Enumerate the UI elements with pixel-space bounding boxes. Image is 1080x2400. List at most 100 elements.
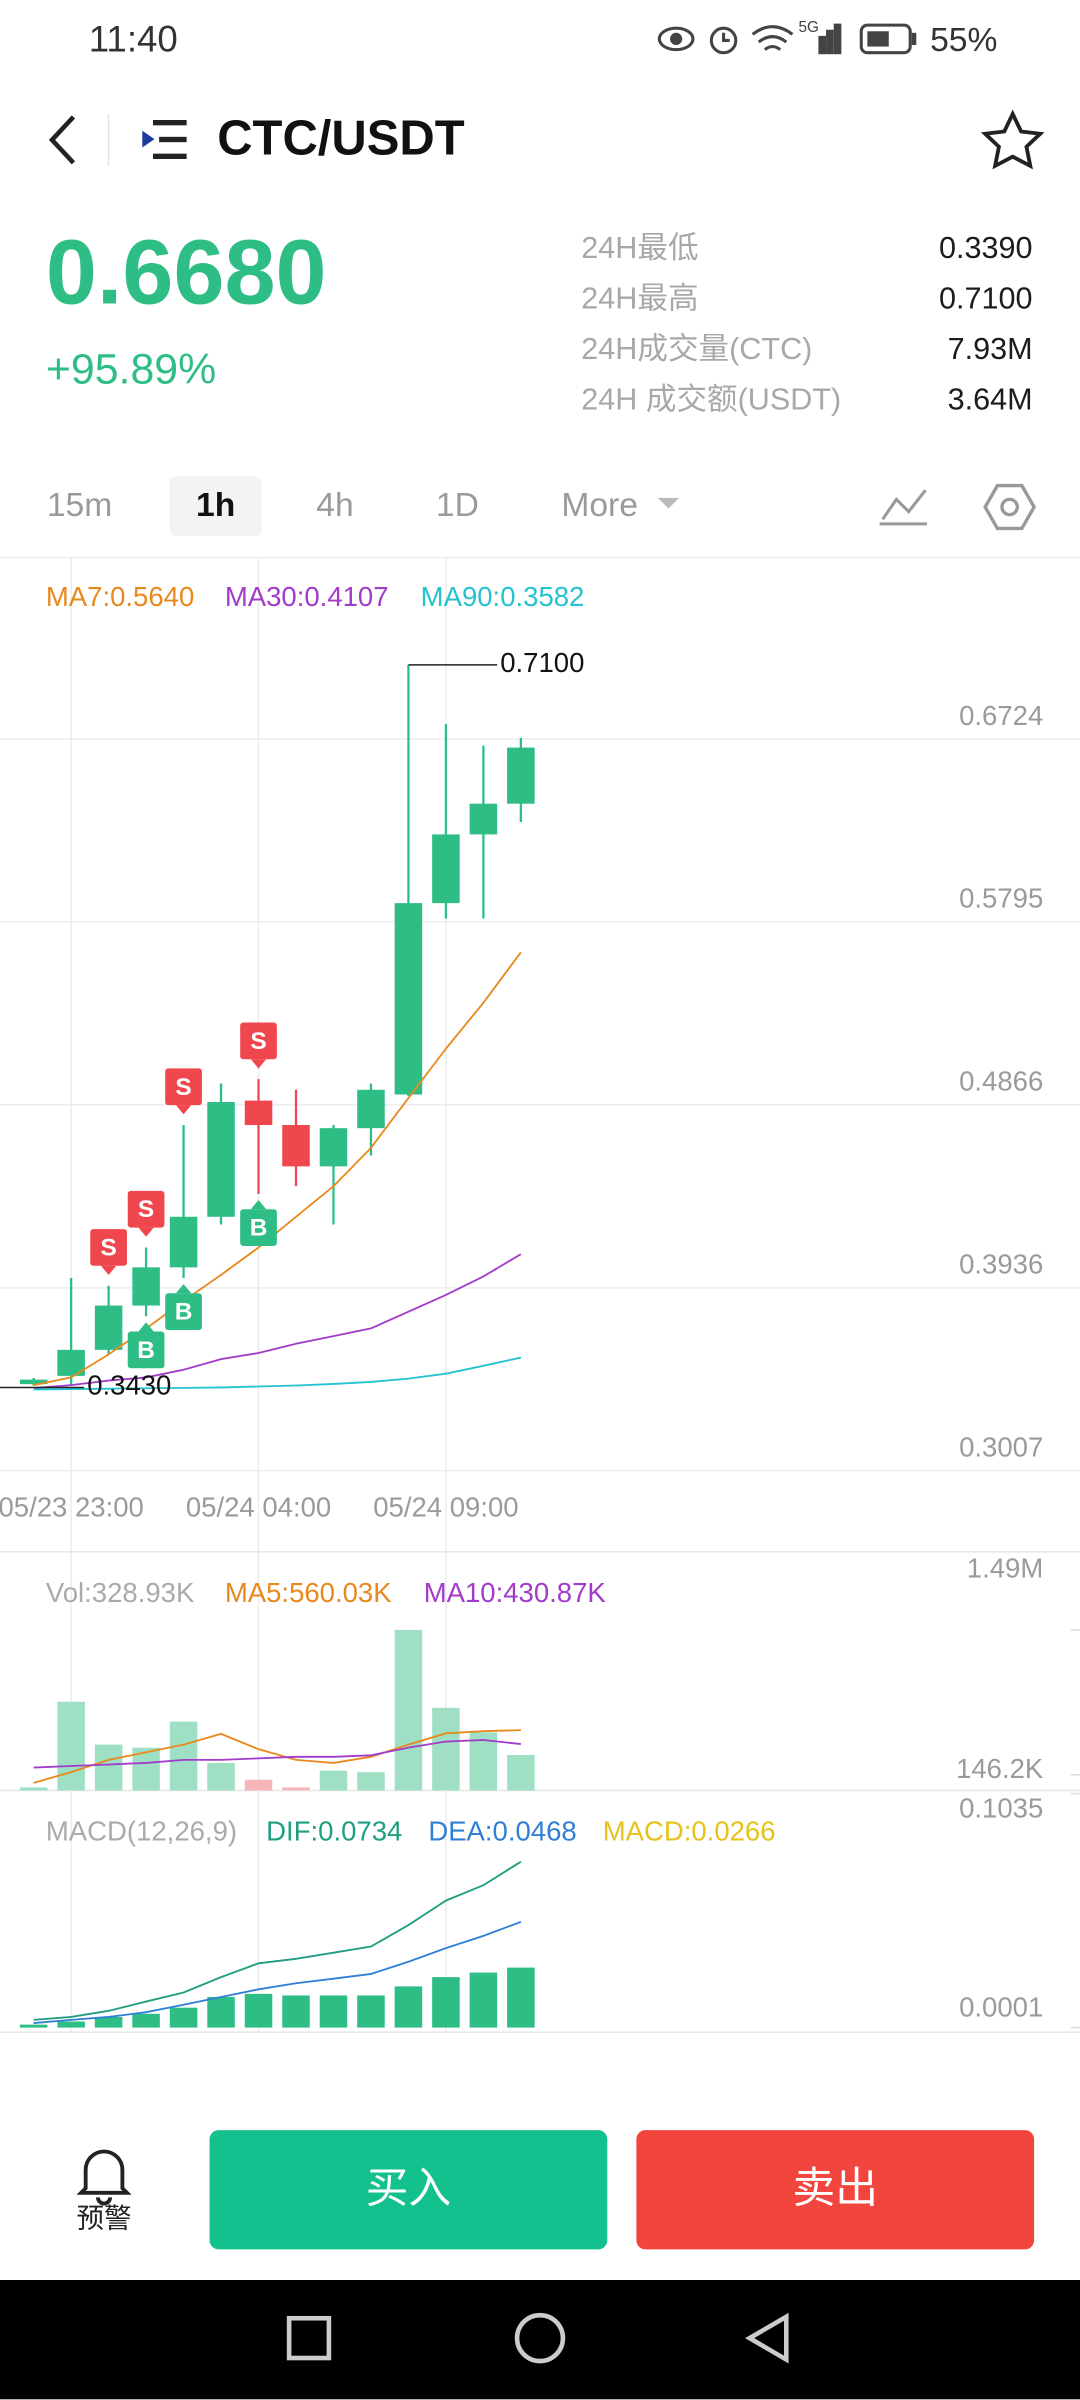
- macd-bar: [57, 2021, 85, 2028]
- last-price: 0.6680: [46, 221, 327, 323]
- y-tick-label: 0.5795: [959, 883, 1043, 914]
- sell-button[interactable]: [636, 2130, 1035, 2250]
- pair-title: CTC/USDT: [217, 111, 464, 165]
- volume-bar: [319, 1770, 348, 1791]
- volume-ma-legend: MA5:560.03K: [225, 1577, 392, 1608]
- nav-bar: [0, 2280, 1080, 2400]
- network-type: 5G: [799, 19, 819, 36]
- macd-line: [33, 1921, 522, 2024]
- candle-body: [507, 747, 535, 804]
- timeframe-tab[interactable]: 1D: [436, 487, 479, 524]
- volume-bar: [169, 1721, 198, 1791]
- tabs: 15m 1h 4h 1D More: [47, 487, 638, 524]
- ma-legend: MA90:0.3582: [421, 581, 585, 612]
- macd-bar: [169, 2007, 198, 2028]
- y-tick-label: 0.6724: [959, 700, 1043, 731]
- active-tab-bg: [169, 476, 262, 537]
- stat-value: 0.7100: [939, 282, 1033, 316]
- volume-bar: [19, 1787, 48, 1791]
- y-tick-label: 0.4866: [959, 1066, 1043, 1097]
- timeframe-tab[interactable]: 1h: [196, 487, 235, 524]
- signal-pointer: [138, 1322, 154, 1332]
- sell-label: 卖出: [792, 2165, 878, 2213]
- candle-body: [282, 1125, 310, 1167]
- volume-tick-label: 146.2K: [956, 1753, 1044, 1784]
- ma-line: [33, 1356, 522, 1391]
- signal-label: S: [100, 1234, 116, 1261]
- x-tick-label: 05/24 09:00: [373, 1491, 518, 1522]
- macd-series-legend: DEA:0.0468: [428, 1816, 576, 1847]
- volume-bar: [207, 1762, 235, 1791]
- macd-series-legend: DIF:0.0734: [266, 1816, 402, 1847]
- signal-label: S: [138, 1196, 154, 1223]
- stat-value: 7.93M: [948, 332, 1033, 366]
- y-tick-label: 0.3936: [959, 1249, 1043, 1280]
- macd-line: [33, 1860, 522, 2021]
- alert-button[interactable]: 预警: [76, 2149, 132, 2234]
- stat-label: 24H最低: [581, 231, 698, 265]
- macd-bar: [394, 1986, 423, 2028]
- macd-tick-label: 0.0001: [959, 1992, 1043, 2023]
- status-icons: [657, 23, 917, 55]
- back-button[interactable]: [48, 115, 76, 165]
- volume-bar: [357, 1772, 385, 1791]
- favorite-button[interactable]: [980, 109, 1045, 170]
- indicator-button[interactable]: [879, 489, 928, 526]
- macd-bar: [94, 2016, 123, 2028]
- volume-bar: [57, 1701, 85, 1791]
- stat-label: 24H成交量(CTC): [581, 332, 812, 366]
- signal-badge: [127, 1190, 165, 1228]
- buy-button[interactable]: [209, 2130, 608, 2250]
- volume-bar: [432, 1707, 460, 1791]
- macd-bar: [19, 2024, 48, 2028]
- ma-legend: MA7:0.5640: [46, 581, 194, 612]
- macd-series-legend: MACD:0.0266: [603, 1816, 776, 1847]
- signal-badge: [240, 1209, 277, 1246]
- timeframe-tab[interactable]: 15m: [47, 487, 112, 524]
- volume-ma-legend: MA10:430.87K: [424, 1577, 607, 1608]
- candle-body: [19, 1379, 48, 1385]
- nav-home[interactable]: [514, 2312, 566, 2364]
- signal-pointer: [175, 1284, 192, 1294]
- nav-back[interactable]: [745, 2312, 789, 2364]
- more-arrow: [657, 497, 680, 509]
- signal-pointer: [138, 1227, 154, 1237]
- status-time: 11:40: [89, 19, 178, 60]
- signal-label: S: [175, 1074, 191, 1101]
- signal-label: B: [137, 1337, 155, 1364]
- menu-icon[interactable]: [142, 120, 187, 160]
- ma-line: [33, 951, 522, 1387]
- volume-legend: Vol:328.93K: [46, 1577, 195, 1608]
- price-change: +95.89%: [46, 346, 216, 394]
- macd-bar: [507, 1967, 535, 2028]
- macd-bar: [244, 1993, 273, 2028]
- macd-bar: [319, 1995, 348, 2028]
- macd-bar: [132, 2013, 160, 2028]
- timeframe-tab[interactable]: More: [561, 487, 638, 524]
- low-marker-label: 0.3430: [87, 1370, 171, 1401]
- signal-label: B: [175, 1299, 193, 1326]
- volume-tick-label: 1.49M: [967, 1552, 1043, 1583]
- signal-badge: [240, 1022, 277, 1060]
- volume-bar: [507, 1755, 535, 1791]
- candle-body: [469, 803, 498, 835]
- signal-badge: [90, 1229, 127, 1266]
- volume-bar: [244, 1779, 273, 1791]
- volume-bar: [394, 1629, 423, 1791]
- macd-tick-label: 0.1035: [959, 1793, 1043, 1824]
- macd-bar: [282, 1995, 310, 2028]
- stats: 24H最低 0.3390 24H最高 0.7100 24H成交量(CTC) 7.93M 24…: [581, 231, 1032, 416]
- candle-body: [94, 1305, 123, 1350]
- nav-recent[interactable]: [286, 2315, 332, 2361]
- timeframe-tab[interactable]: 4h: [316, 487, 353, 524]
- high-marker-label: 0.7100: [500, 647, 584, 678]
- signal-pointer: [100, 1265, 117, 1275]
- volume-bar: [94, 1744, 123, 1791]
- nav-buttons: [286, 2312, 789, 2364]
- candle-body: [394, 903, 423, 1095]
- settings-button[interactable]: [983, 483, 1037, 531]
- stat-label: 24H最高: [581, 282, 698, 316]
- signal-badge: [127, 1331, 165, 1369]
